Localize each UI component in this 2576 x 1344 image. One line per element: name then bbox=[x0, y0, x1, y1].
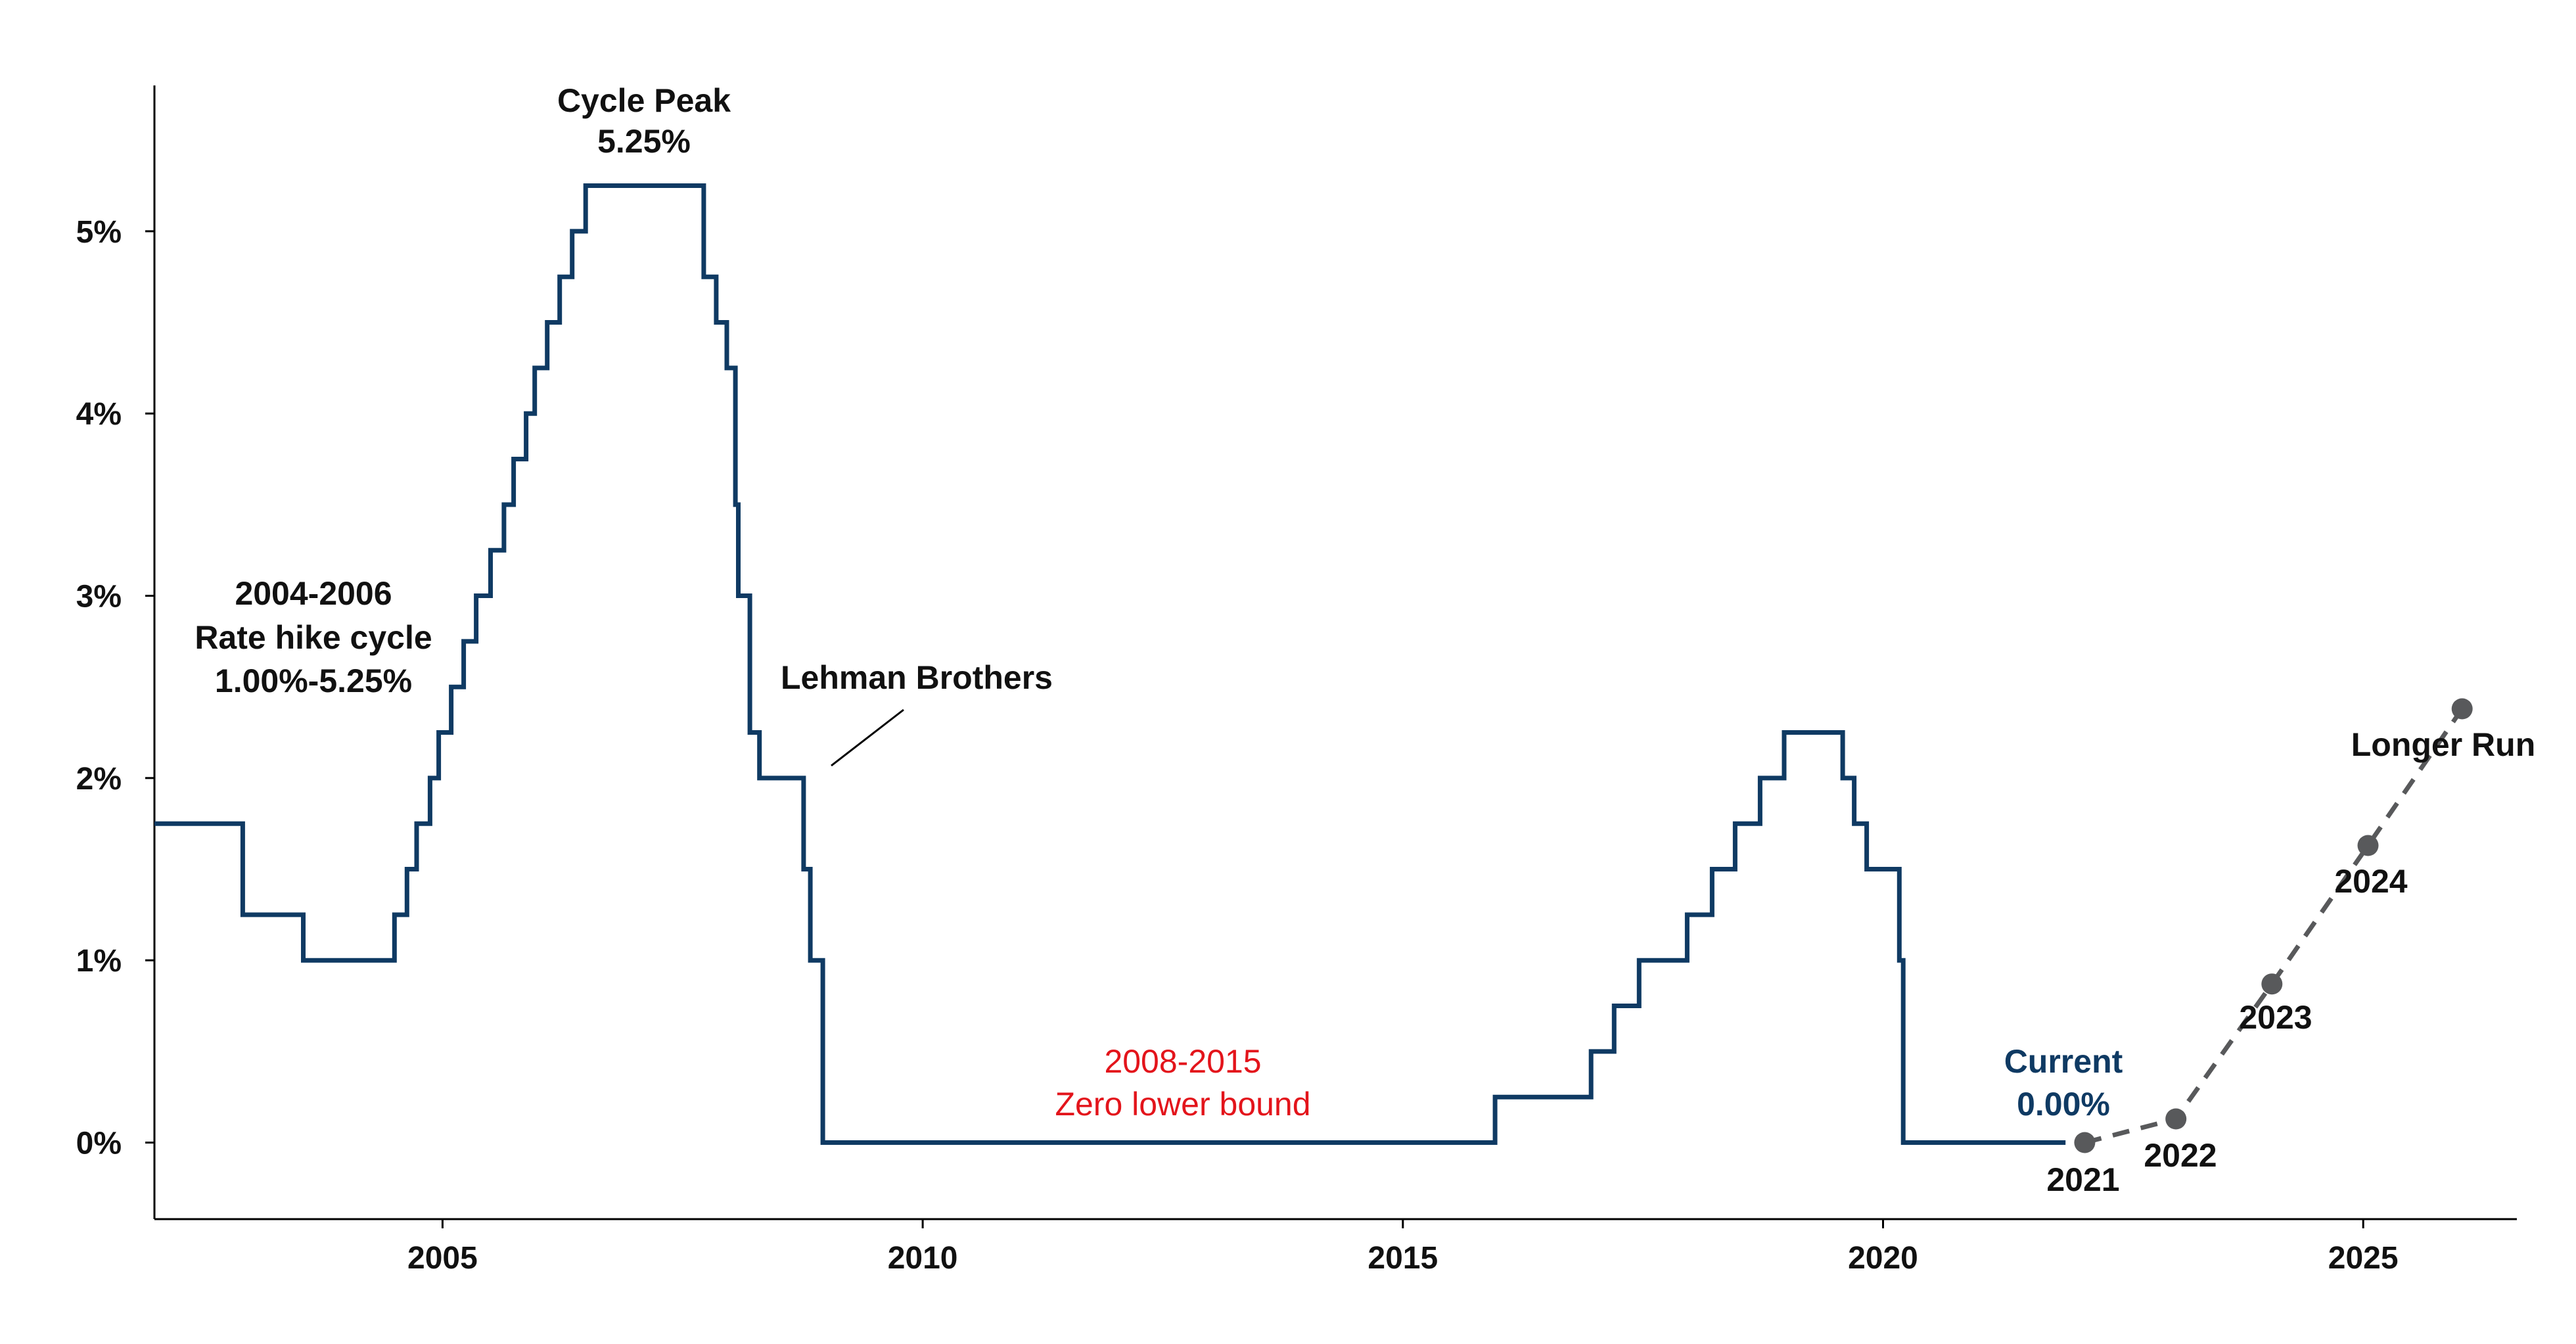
cycle-peak-label: Cycle Peak bbox=[557, 82, 731, 119]
dot-label-2023: 2023 bbox=[2239, 999, 2312, 1036]
projection-dot bbox=[2451, 698, 2473, 720]
projection-dot bbox=[2261, 973, 2283, 995]
dot-label-2021: 2021 bbox=[2046, 1161, 2119, 1198]
y-tick-label: 3% bbox=[76, 580, 122, 614]
annotations: Cycle Peak 5.25% 2004-2006 Rate hike cyc… bbox=[195, 82, 2123, 1123]
x-tick-label: 2005 bbox=[407, 1241, 478, 1276]
hike-cycle-years: 2004-2006 bbox=[235, 575, 392, 612]
axes bbox=[153, 85, 2517, 1220]
projection-dot bbox=[2357, 835, 2379, 856]
lehman-label: Lehman Brothers bbox=[781, 659, 1053, 696]
current-value: 0.00% bbox=[2017, 1086, 2110, 1123]
dot-label-2024: 2024 bbox=[2334, 863, 2407, 900]
y-tick-label: 1% bbox=[76, 944, 122, 979]
fed-funds-rate-line bbox=[154, 183, 2066, 1145]
x-tick-label: 2025 bbox=[2328, 1241, 2399, 1276]
dot-label-longer-run: Longer Run bbox=[2351, 726, 2536, 763]
zlb-title: Zero lower bound bbox=[1055, 1086, 1310, 1123]
cycle-peak-value: 5.25% bbox=[597, 123, 691, 160]
y-tick-label: 4% bbox=[76, 397, 122, 432]
hike-cycle-range: 1.00%-5.25% bbox=[215, 662, 412, 699]
y-tick-label: 5% bbox=[76, 215, 122, 250]
series-layer bbox=[154, 183, 2473, 1153]
projection-dot bbox=[2165, 1108, 2187, 1130]
x-ticks: 2005 2010 2015 2020 2025 bbox=[407, 1219, 2399, 1276]
current-label: Current bbox=[2004, 1043, 2123, 1080]
projection-dot bbox=[2074, 1132, 2096, 1153]
x-tick-label: 2010 bbox=[888, 1241, 958, 1276]
x-tick-label: 2015 bbox=[1368, 1241, 1438, 1276]
projection-dot-labels: 2021 2022 2023 2024 Longer Run bbox=[2046, 726, 2535, 1198]
y-tick-label: 0% bbox=[76, 1126, 122, 1161]
dot-label-2022: 2022 bbox=[2144, 1137, 2217, 1174]
lehman-pointer bbox=[831, 708, 904, 767]
zlb-years: 2008-2015 bbox=[1104, 1043, 1261, 1080]
y-tick-label: 2% bbox=[76, 762, 122, 797]
x-tick-label: 2020 bbox=[1848, 1241, 1918, 1276]
projection-dashed-line bbox=[2084, 707, 2464, 1145]
y-ticks: 0% 1% 2% 3% 4% 5% bbox=[76, 215, 154, 1161]
hike-cycle-title: Rate hike cycle bbox=[195, 619, 432, 656]
